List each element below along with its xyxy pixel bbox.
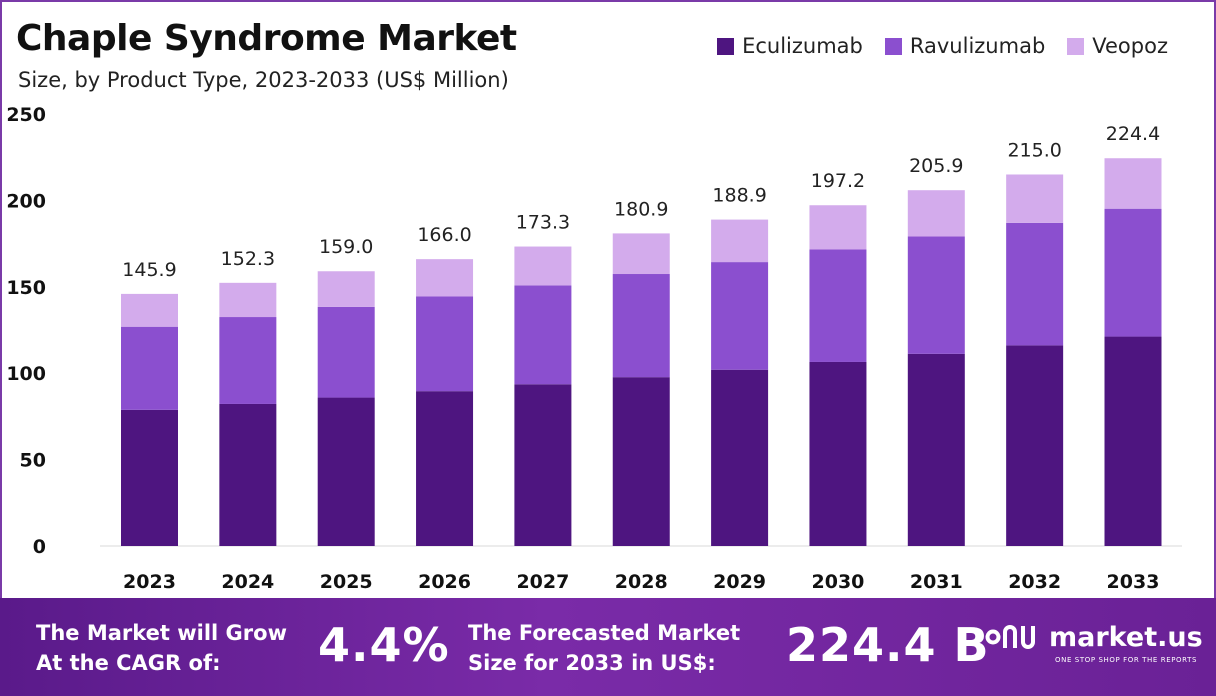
bar-segment-eculizumab bbox=[121, 409, 178, 546]
legend-label-eculizumab: Eculizumab bbox=[742, 34, 863, 58]
legend-label-veopoz: Veopoz bbox=[1092, 34, 1168, 58]
bar-segment-veopoz bbox=[612, 233, 670, 275]
bar-segment-eculizumab bbox=[907, 353, 965, 546]
y-tick-label: 100 bbox=[6, 363, 46, 385]
cagr-label-line1: The Market will Grow bbox=[36, 621, 287, 645]
chart-subtitle: Size, by Product Type, 2023-2033 (US$ Mi… bbox=[18, 68, 509, 92]
bar-stack bbox=[121, 293, 178, 546]
x-tick-label: 2024 bbox=[221, 571, 274, 593]
bar-segment-ravulizumab bbox=[809, 249, 867, 362]
forecast-label-line1: The Forecasted Market bbox=[468, 621, 741, 645]
total-data-label: 152.3 bbox=[221, 248, 275, 270]
total-data-label: 224.4 bbox=[1106, 123, 1160, 145]
total-data-label: 188.9 bbox=[712, 185, 766, 207]
legend-swatch-veopoz bbox=[1067, 37, 1085, 55]
cagr-label: The Market will Grow At the CAGR of: bbox=[36, 618, 336, 678]
x-tick-label: 2029 bbox=[713, 571, 766, 593]
total-data-label: 205.9 bbox=[909, 155, 963, 177]
footer-banner: The Market will Grow At the CAGR of: 4.4… bbox=[0, 598, 1216, 696]
forecast-value: 224.4 B bbox=[786, 618, 990, 672]
bar-segment-eculizumab bbox=[514, 384, 572, 546]
y-tick-label: 250 bbox=[6, 104, 46, 126]
bar-segment-eculizumab bbox=[219, 403, 277, 546]
x-tick-label: 2031 bbox=[910, 571, 963, 593]
bar-segment-veopoz bbox=[514, 246, 572, 286]
bar-segment-ravulizumab bbox=[1104, 208, 1162, 337]
bar-segment-ravulizumab bbox=[219, 317, 277, 404]
legend-item-veopoz: Veopoz bbox=[1067, 34, 1168, 58]
x-tick-label: 2033 bbox=[1107, 571, 1160, 593]
y-tick-label: 200 bbox=[6, 190, 46, 212]
y-tick-label: 0 bbox=[33, 536, 46, 558]
y-tick-label: 150 bbox=[6, 277, 46, 299]
x-tick-label: 2026 bbox=[418, 571, 471, 593]
bar-segment-veopoz bbox=[711, 219, 769, 263]
bar-segment-veopoz bbox=[1104, 158, 1162, 209]
bar-segment-eculizumab bbox=[416, 391, 474, 546]
x-tick-label: 2027 bbox=[516, 571, 569, 593]
bar-segment-ravulizumab bbox=[907, 236, 965, 354]
brand-name: market.us bbox=[1049, 621, 1203, 653]
total-data-label: 180.9 bbox=[614, 198, 668, 220]
brand-tagline: ONE STOP SHOP FOR THE REPORTS bbox=[1055, 656, 1198, 664]
bar-stack bbox=[514, 246, 572, 546]
bar-segment-ravulizumab bbox=[317, 306, 375, 398]
brand-logo: market.us bbox=[985, 620, 1203, 654]
bar-stack bbox=[416, 259, 474, 546]
bar-segment-ravulizumab bbox=[121, 326, 178, 410]
bar-segment-veopoz bbox=[809, 205, 867, 250]
forecast-label: The Forecasted Market Size for 2033 in U… bbox=[468, 618, 768, 678]
bar-segment-ravulizumab bbox=[416, 296, 474, 392]
bar-stack bbox=[711, 219, 769, 546]
legend: Eculizumab Ravulizumab Veopoz bbox=[717, 34, 1168, 58]
bar-segment-ravulizumab bbox=[1006, 222, 1064, 346]
chart-title: Chaple Syndrome Market bbox=[16, 18, 517, 59]
legend-label-ravulizumab: Ravulizumab bbox=[909, 34, 1046, 58]
bar-stack bbox=[612, 233, 670, 546]
forecast-label-line2: Size for 2033 in US$: bbox=[468, 651, 716, 675]
bar-segment-veopoz bbox=[317, 271, 375, 307]
bar-segment-veopoz bbox=[219, 282, 277, 318]
bar-segment-ravulizumab bbox=[514, 285, 572, 385]
x-tick-label: 2025 bbox=[320, 571, 373, 593]
x-tick-label: 2023 bbox=[123, 571, 176, 593]
bar-segment-veopoz bbox=[416, 259, 474, 297]
total-data-label: 215.0 bbox=[1007, 139, 1061, 161]
total-data-label: 166.0 bbox=[417, 224, 471, 246]
bar-segment-veopoz bbox=[907, 190, 965, 237]
bar-stack bbox=[907, 190, 965, 546]
bar-segment-veopoz bbox=[121, 293, 178, 327]
legend-swatch-ravulizumab bbox=[884, 37, 902, 55]
legend-item-ravulizumab: Ravulizumab bbox=[884, 34, 1046, 58]
x-tick-label: 2032 bbox=[1008, 571, 1061, 593]
bar-segment-ravulizumab bbox=[612, 274, 670, 378]
legend-swatch-eculizumab bbox=[717, 37, 735, 55]
legend-item-eculizumab: Eculizumab bbox=[717, 34, 863, 58]
total-data-label: 159.0 bbox=[319, 236, 373, 258]
market-us-logo-icon bbox=[985, 625, 1035, 649]
x-tick-label: 2028 bbox=[615, 571, 668, 593]
bar-segment-ravulizumab bbox=[711, 262, 769, 370]
total-data-label: 145.9 bbox=[122, 259, 176, 281]
total-data-label: 197.2 bbox=[811, 170, 865, 192]
bar-segment-eculizumab bbox=[711, 369, 769, 546]
bar-segment-eculizumab bbox=[612, 377, 670, 546]
stacked-bar-chart: 0 50 100 150 200 250 145.9 2023 152.3 2024 159.0 20… bbox=[6, 104, 1182, 593]
bar-segment-eculizumab bbox=[1006, 345, 1064, 546]
bar-segment-eculizumab bbox=[809, 361, 867, 546]
cagr-value: 4.4% bbox=[318, 618, 450, 672]
bar-segment-eculizumab bbox=[1104, 336, 1162, 546]
y-tick-label: 50 bbox=[20, 450, 46, 472]
bar-segment-eculizumab bbox=[317, 397, 375, 546]
cagr-label-line2: At the CAGR of: bbox=[36, 651, 221, 675]
bar-segment-veopoz bbox=[1006, 174, 1064, 223]
x-tick-label: 2030 bbox=[812, 571, 865, 593]
bar-stack bbox=[1104, 158, 1162, 546]
bar-stack bbox=[219, 282, 277, 546]
bar-stack bbox=[809, 205, 867, 546]
total-data-label: 173.3 bbox=[516, 212, 570, 234]
bar-stack bbox=[1006, 174, 1064, 546]
bar-stack bbox=[317, 271, 375, 546]
